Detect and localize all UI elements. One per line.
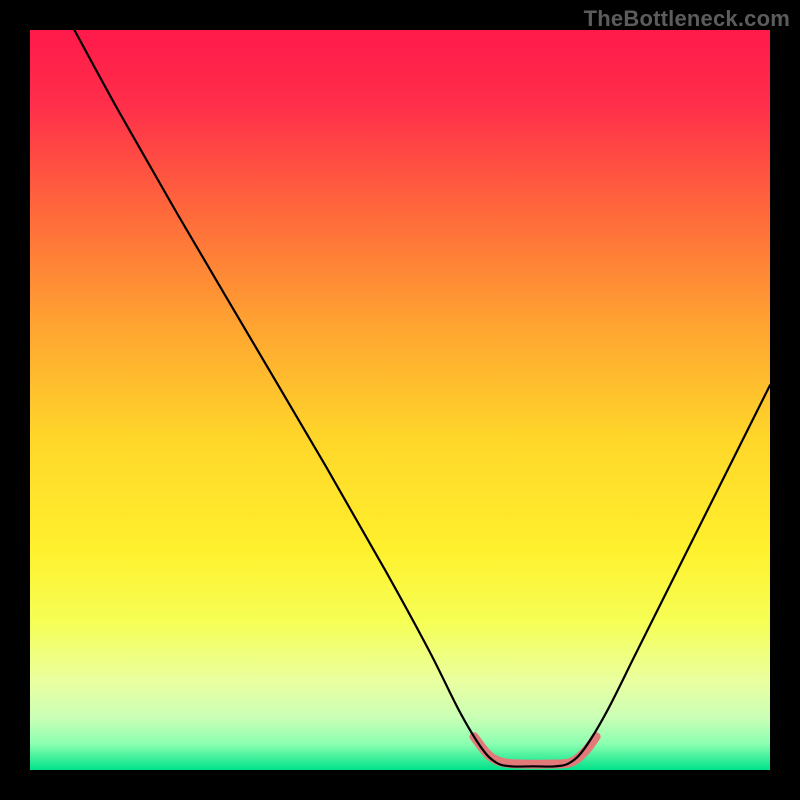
bottleneck-chart: [0, 0, 800, 800]
watermark-text: TheBottleneck.com: [584, 6, 790, 32]
chart-frame: TheBottleneck.com: [0, 0, 800, 800]
